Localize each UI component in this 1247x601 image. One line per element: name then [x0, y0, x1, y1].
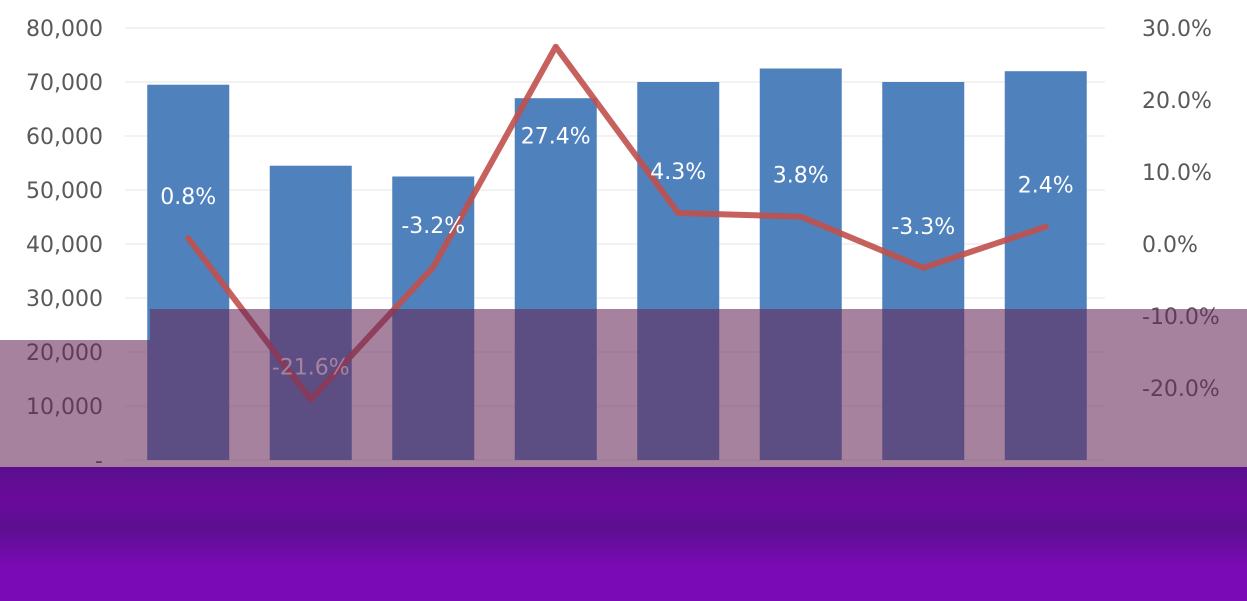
- line-point: [677, 212, 680, 215]
- data-label: 0.8%: [160, 185, 216, 210]
- data-label: 3.8%: [773, 164, 829, 189]
- overlay-band-top-left: [0, 340, 150, 468]
- data-label: -3.2%: [401, 214, 465, 239]
- right-tick-label: 20.0%: [1142, 89, 1212, 114]
- data-label: -3.3%: [891, 215, 955, 240]
- left-tick-label: 80,000: [26, 17, 103, 42]
- left-tick-label: 30,000: [26, 287, 103, 312]
- line-point: [432, 266, 435, 269]
- line-point: [1044, 225, 1047, 228]
- data-label: 27.4%: [521, 125, 591, 150]
- overlay-band-top-right: [150, 309, 1247, 469]
- left-tick-label: 50,000: [26, 179, 103, 204]
- right-tick-label: 30.0%: [1142, 17, 1212, 42]
- line-point: [799, 215, 802, 218]
- data-label: 2.4%: [1018, 174, 1074, 199]
- overlay-band-bottom: [0, 467, 1247, 601]
- right-tick-label: 0.0%: [1142, 233, 1198, 258]
- left-tick-label: 40,000: [26, 233, 103, 258]
- right-tick-label: 10.0%: [1142, 161, 1212, 186]
- left-tick-label: 60,000: [26, 125, 103, 150]
- data-label: 4.3%: [650, 160, 706, 185]
- line-point: [554, 45, 557, 48]
- line-point: [922, 266, 925, 269]
- left-tick-label: 70,000: [26, 71, 103, 96]
- line-point: [187, 237, 190, 240]
